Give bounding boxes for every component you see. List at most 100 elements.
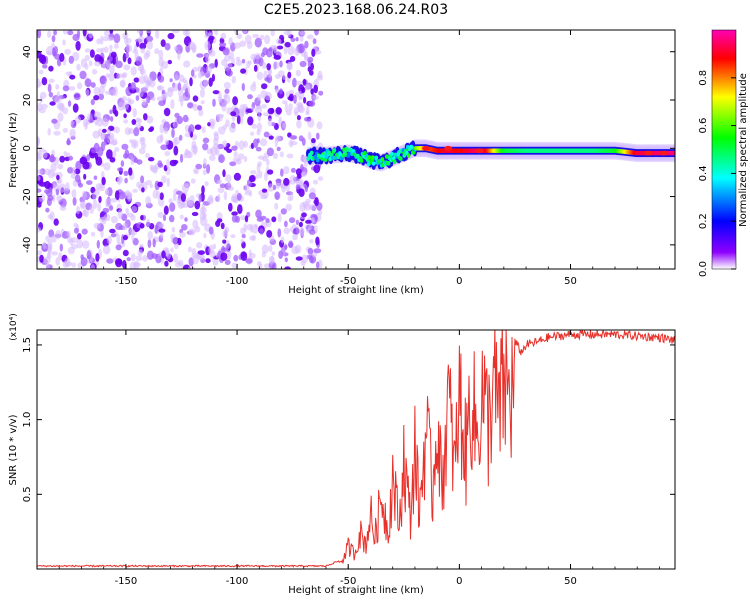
noise-blob bbox=[318, 210, 323, 215]
noise-blob bbox=[127, 128, 135, 135]
noise-blob bbox=[268, 255, 275, 265]
ridge-peak bbox=[422, 145, 431, 151]
x-tick-label: 0 bbox=[456, 276, 462, 287]
noise-blob bbox=[230, 111, 237, 117]
noise-blob bbox=[67, 167, 74, 174]
noise-blob bbox=[287, 71, 292, 79]
noise-blob bbox=[180, 97, 184, 107]
noise-blob bbox=[113, 43, 119, 49]
noise-blob bbox=[220, 222, 225, 230]
noise-blob bbox=[122, 234, 128, 241]
noise-blob bbox=[206, 197, 214, 205]
noise-blob bbox=[48, 65, 54, 72]
noise-blob bbox=[37, 137, 40, 147]
noise-blob bbox=[196, 241, 203, 249]
noise-blob bbox=[94, 54, 102, 63]
ridge-core bbox=[386, 161, 391, 166]
noise-blob bbox=[233, 42, 241, 49]
noise-blob bbox=[298, 221, 303, 228]
noise-blob bbox=[304, 40, 309, 49]
noise-blob bbox=[47, 30, 52, 38]
noise-blob bbox=[208, 118, 216, 127]
noise-blob bbox=[234, 30, 239, 36]
noise-blob bbox=[163, 127, 169, 134]
noise-blob bbox=[305, 219, 313, 224]
noise-blob bbox=[208, 77, 213, 87]
noise-blob bbox=[212, 98, 216, 107]
noise-blob bbox=[37, 250, 42, 256]
noise-blob bbox=[84, 122, 88, 130]
noise-blob bbox=[288, 240, 294, 249]
noise-blob bbox=[48, 78, 55, 84]
noise-blob bbox=[82, 240, 90, 249]
noise-blob bbox=[50, 234, 57, 243]
noise-blob bbox=[250, 84, 257, 92]
noise-blob bbox=[222, 239, 227, 244]
noise-blob bbox=[235, 189, 239, 195]
spectrogram-image bbox=[37, 30, 675, 269]
snr-plot-area bbox=[37, 330, 675, 568]
colorbar-tick-label: 0.4 bbox=[698, 165, 709, 181]
noise-blob bbox=[164, 260, 169, 267]
noise-blob bbox=[299, 35, 304, 42]
noise-blob bbox=[158, 49, 164, 60]
noise-blob bbox=[98, 196, 102, 203]
noise-blob bbox=[302, 78, 307, 86]
noise-blob bbox=[139, 42, 147, 50]
x-tick-label: -150 bbox=[115, 576, 138, 587]
noise-blob bbox=[223, 93, 228, 99]
noise-blob bbox=[123, 64, 131, 71]
noise-blob bbox=[159, 123, 164, 134]
noise-blob bbox=[89, 49, 95, 58]
noise-blob bbox=[172, 122, 179, 129]
ridge-core bbox=[309, 150, 314, 156]
noise-blob bbox=[127, 57, 132, 65]
colorbar-tick-label: 0.6 bbox=[698, 118, 709, 134]
noise-blob bbox=[163, 205, 169, 215]
noise-blob bbox=[136, 30, 142, 34]
noise-blob bbox=[194, 124, 202, 130]
noise-blob bbox=[89, 113, 94, 124]
noise-blob bbox=[268, 69, 272, 78]
noise-blob bbox=[223, 81, 231, 89]
noise-blob bbox=[109, 205, 114, 211]
noise-blob bbox=[208, 244, 214, 255]
noise-blob bbox=[160, 39, 166, 47]
noise-blob bbox=[110, 215, 119, 224]
noise-blob bbox=[226, 148, 233, 153]
noise-blob bbox=[240, 251, 248, 261]
noise-blob bbox=[229, 123, 236, 133]
noise-blob bbox=[248, 175, 256, 183]
noise-blob bbox=[37, 175, 41, 181]
noise-blob bbox=[66, 230, 71, 238]
noise-blob bbox=[159, 223, 165, 228]
noise-blob bbox=[238, 140, 245, 150]
noise-blob bbox=[130, 66, 137, 76]
noise-blob bbox=[217, 187, 225, 194]
noise-blob bbox=[45, 235, 51, 242]
noise-blob bbox=[280, 236, 285, 244]
noise-blob bbox=[126, 257, 131, 262]
noise-blob bbox=[204, 41, 211, 51]
noise-blob bbox=[309, 70, 314, 76]
noise-blob bbox=[222, 47, 230, 56]
noise-blob bbox=[99, 75, 106, 85]
noise-blob bbox=[56, 174, 60, 181]
noise-blob bbox=[142, 255, 149, 262]
noise-blob bbox=[271, 251, 276, 256]
noise-blob bbox=[151, 96, 156, 102]
noise-blob bbox=[252, 33, 260, 38]
noise-blob bbox=[308, 100, 316, 107]
spectrogram-panel: -150 -100 -50 0 50 -40 -20 0 20 40 Height of stra… bbox=[8, 29, 676, 296]
noise-blob bbox=[100, 132, 106, 141]
noise-blob bbox=[191, 248, 196, 255]
noise-blob bbox=[70, 120, 75, 126]
noise-blob bbox=[287, 61, 292, 70]
noise-blob bbox=[250, 53, 257, 61]
noise-blob bbox=[259, 228, 264, 235]
noise-blob bbox=[268, 47, 273, 52]
spectrogram-ticks: -150 -100 -50 0 50 -40 -20 0 20 40 bbox=[22, 30, 675, 287]
noise-blob bbox=[240, 239, 244, 244]
noise-blob bbox=[37, 150, 43, 160]
noise-blob bbox=[81, 228, 88, 235]
